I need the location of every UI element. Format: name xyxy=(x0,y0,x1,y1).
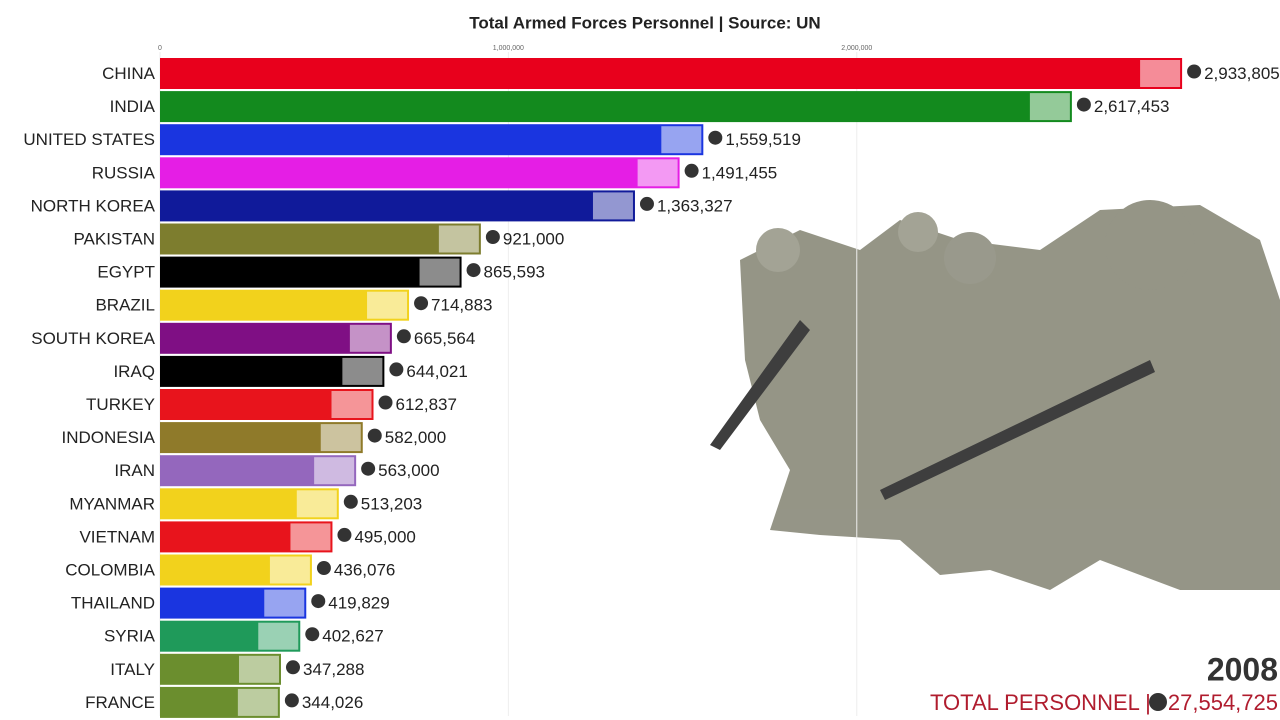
y-tick-label: SOUTH KOREA xyxy=(31,329,155,348)
year: 2008 xyxy=(1207,651,1278,687)
value-label: 1,363,327 xyxy=(657,196,733,215)
value-label: 865,593 xyxy=(484,263,545,282)
soldier-icon xyxy=(414,296,429,311)
soldier-icon xyxy=(639,196,654,211)
value-label: 436,076 xyxy=(334,560,395,579)
bar xyxy=(160,223,481,255)
value-label: 714,883 xyxy=(431,296,492,315)
y-tick-label: NORTH KOREA xyxy=(31,196,156,215)
flag xyxy=(269,556,310,584)
value-label: 1,559,519 xyxy=(725,130,801,149)
flag xyxy=(1140,60,1181,87)
soldier-icon xyxy=(367,428,382,443)
value-label: 2,617,453 xyxy=(1094,97,1170,116)
flag xyxy=(367,291,408,319)
soldier-icon xyxy=(343,494,358,509)
total-label: TOTAL PERSONNEL | xyxy=(930,690,1151,715)
flag xyxy=(258,622,299,650)
y-tick-label: BRAZIL xyxy=(95,296,155,315)
soldier-icon xyxy=(311,594,326,609)
y-tick-label: TURKEY xyxy=(86,395,155,414)
value-label: 921,000 xyxy=(503,229,564,248)
flag xyxy=(238,655,279,683)
soldier-icon xyxy=(285,660,300,675)
y-tick-label: UNITED STATES xyxy=(23,130,155,149)
bar xyxy=(160,190,635,222)
soldier-icon xyxy=(1149,693,1167,711)
value-label: 347,288 xyxy=(303,660,364,679)
flag xyxy=(331,391,372,418)
y-tick-label: CHINA xyxy=(102,64,156,83)
value-label: 2,933,805 xyxy=(1204,64,1280,83)
flag xyxy=(314,457,355,485)
y-tick-label: ITALY xyxy=(110,660,155,679)
value-label: 344,026 xyxy=(302,693,363,712)
y-tick-label: THAILAND xyxy=(71,594,155,613)
soldier-icon xyxy=(284,693,299,708)
flag xyxy=(637,159,678,187)
y-tick-label: IRAN xyxy=(114,461,155,480)
flag xyxy=(342,357,383,385)
y-tick-label: COLOMBIA xyxy=(65,560,155,579)
soldier-icon xyxy=(708,130,723,145)
soldiers-photo xyxy=(710,200,1280,590)
soldier-icon xyxy=(316,561,331,575)
flag xyxy=(438,225,479,253)
soldier-icon xyxy=(337,527,352,542)
flag xyxy=(296,490,337,518)
y-tick-label: FRANCE xyxy=(85,693,155,712)
x-tick-label: 2,000,000 xyxy=(841,45,872,52)
soldier-icon xyxy=(485,230,500,244)
bar xyxy=(160,91,1072,123)
value-label: 1,491,455 xyxy=(702,163,778,182)
soldier-icon xyxy=(389,362,404,377)
soldier-icon xyxy=(1187,64,1202,79)
y-tick-label: MYANMAR xyxy=(69,494,155,513)
soldier-icon xyxy=(684,163,699,178)
value-label: 644,021 xyxy=(406,362,467,381)
y-tick-label: RUSSIA xyxy=(92,163,156,182)
value-label: 495,000 xyxy=(354,527,415,546)
soldier-icon xyxy=(466,263,481,278)
total-value: 27,554,725 xyxy=(1168,690,1278,715)
y-tick-label: INDIA xyxy=(110,97,156,116)
soldier-icon xyxy=(305,627,320,642)
value-label: 419,829 xyxy=(328,594,389,613)
chart-title: Total Armed Forces Personnel | Source: U… xyxy=(469,13,820,32)
bar xyxy=(160,124,704,156)
bar xyxy=(160,157,680,189)
value-label: 665,564 xyxy=(414,329,475,348)
flag xyxy=(592,192,633,220)
value-label: 563,000 xyxy=(378,461,439,480)
y-tick-label: INDONESIA xyxy=(61,428,155,447)
flag xyxy=(320,424,361,452)
value-label: 582,000 xyxy=(385,428,446,447)
flag xyxy=(419,258,460,286)
y-tick-label: VIETNAM xyxy=(79,527,155,546)
x-tick-label: 1,000,000 xyxy=(493,45,524,52)
flag xyxy=(1029,93,1070,121)
flag xyxy=(661,126,702,154)
bar xyxy=(160,256,462,288)
soldier-icon xyxy=(396,329,411,344)
value-label: 402,627 xyxy=(322,627,383,646)
y-tick-label: IRAQ xyxy=(113,362,155,381)
y-tick-label: PAKISTAN xyxy=(73,229,155,248)
flag xyxy=(264,589,305,617)
bar xyxy=(160,58,1183,89)
value-label: 612,837 xyxy=(396,395,457,414)
value-label: 513,203 xyxy=(361,494,422,513)
y-tick-label: SYRIA xyxy=(104,627,156,646)
soldier-icon xyxy=(1076,97,1091,112)
soldier-icon xyxy=(378,395,393,410)
flag xyxy=(349,324,390,352)
soldier-icon xyxy=(361,461,376,476)
x-tick-label: 0 xyxy=(158,45,162,52)
flag xyxy=(237,688,278,716)
y-tick-label: EGYPT xyxy=(97,263,155,282)
flag xyxy=(290,523,331,551)
